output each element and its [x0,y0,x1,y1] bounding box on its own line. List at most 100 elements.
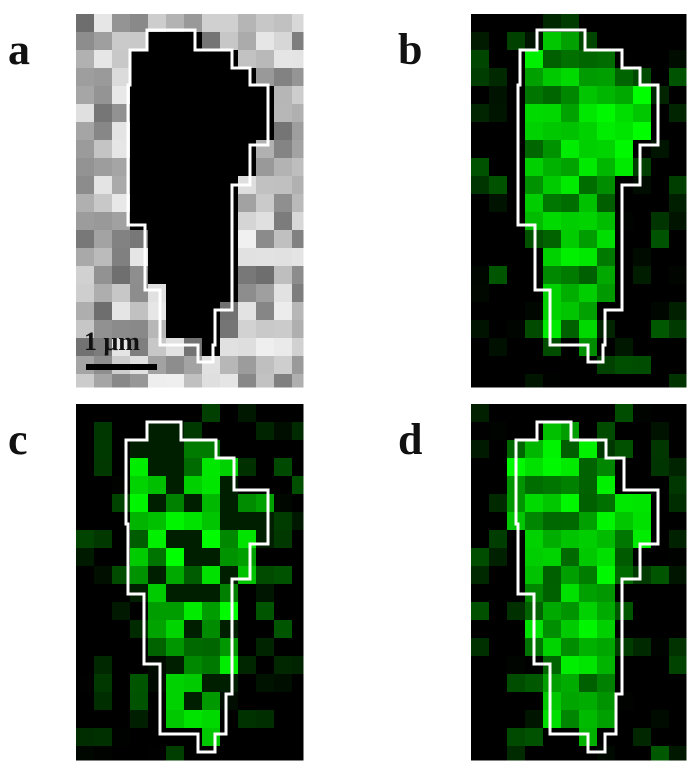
pixel [292,692,304,711]
pixel [94,440,113,459]
pixel [651,194,670,213]
pixel [94,638,113,657]
pixel [651,230,670,249]
pixel [238,266,257,285]
pixel [633,476,652,495]
pixel [525,728,544,747]
pixel [543,194,562,213]
pixel [651,284,670,303]
pixel [166,194,185,213]
pixel [148,68,167,87]
pixel [633,746,652,761]
pixel [561,512,580,531]
pixel [166,692,185,711]
pixel [220,620,239,639]
pixel [633,14,652,33]
pixel [597,602,616,621]
pixel [543,86,562,105]
pixel [471,122,490,141]
pixel [471,620,490,639]
pixel [238,422,257,441]
pixel [507,356,526,375]
pixel [274,374,293,388]
pixel [184,602,203,621]
pixel [489,338,508,357]
pixel [292,338,304,357]
pixel [130,458,149,477]
pixel [615,140,634,159]
pixel [148,266,167,285]
pixel [256,320,275,339]
pixel [130,746,149,761]
pixel [184,674,203,693]
pixel [489,440,508,459]
pixel [561,602,580,621]
pixel [292,266,304,285]
pixel [292,50,304,69]
pixel [76,122,95,141]
pixel [256,584,275,603]
pixel [166,248,185,267]
pixel [166,68,185,87]
pixel [669,710,687,729]
pixel [202,728,221,747]
pixel [525,104,544,123]
pixel [543,374,562,388]
pixel [274,620,293,639]
pixel [76,176,95,195]
pixel [489,212,508,231]
pixel [220,638,239,657]
pixel [184,176,203,195]
pixel [94,140,113,159]
pixel [274,104,293,123]
pixel [238,86,257,105]
pixel [76,50,95,69]
pixel [166,476,185,495]
pixel [130,68,149,87]
pixel [112,440,131,459]
pixel [669,746,687,761]
pixel [220,422,239,441]
pixel [256,512,275,531]
pixel [543,320,562,339]
pixel [669,32,687,51]
pixel [561,638,580,657]
pixel [489,356,508,375]
pixel [543,338,562,357]
pixel [471,602,490,621]
pixel [543,548,562,567]
pixel [148,176,167,195]
pixel [633,422,652,441]
pixel [489,710,508,729]
pixel [615,194,634,213]
pixel [633,404,652,423]
pixel [184,212,203,231]
pixel [669,476,687,495]
pixel [274,548,293,567]
pixel [292,584,304,603]
pixel [597,404,616,423]
pixel [525,374,544,388]
pixel [633,674,652,693]
pixel [543,494,562,513]
pixel [202,320,221,339]
pixel [94,212,113,231]
pixel [112,602,131,621]
pixel [220,356,239,375]
pixel [561,356,580,375]
pixel [94,14,113,33]
pixel [651,602,670,621]
pixel [76,674,95,693]
pixel [148,512,167,531]
pixel [633,602,652,621]
pixel [597,512,616,531]
pixel [184,302,203,321]
pixel [471,194,490,213]
pixel [597,584,616,603]
pixel [112,50,131,69]
pixel [256,32,275,51]
pixel [220,710,239,729]
pixel [633,638,652,657]
pixel [202,404,221,423]
pixel [561,140,580,159]
